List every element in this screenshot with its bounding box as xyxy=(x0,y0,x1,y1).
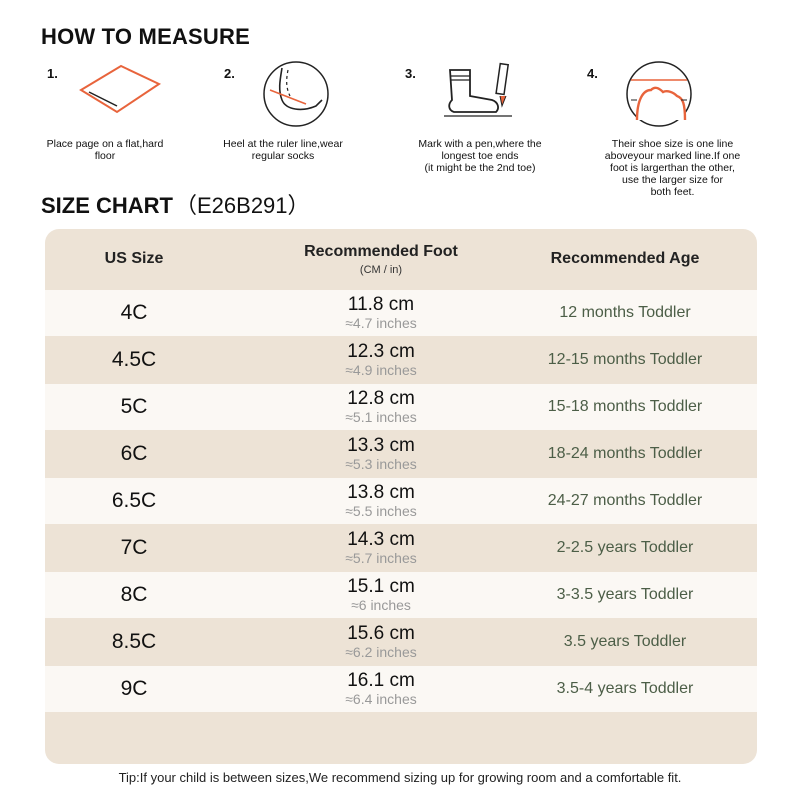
table-row: 4C 11.8 cm ≈4.7 inches 12 months Toddler xyxy=(45,290,757,336)
table-row: 4.5C 12.3 cm ≈4.9 inches 12-15 months Toddl… xyxy=(45,337,757,383)
foot-length-inches: ≈4.9 inches xyxy=(345,362,417,378)
recommended-age-cell: 3-3.5 years Toddler xyxy=(556,586,694,603)
header-foot-unit: (CM / in) xyxy=(359,263,403,276)
us-size-cell: 8C xyxy=(120,583,148,606)
recommended-age-cell: 18-24 months Toddler xyxy=(547,445,703,462)
toe-line-icon xyxy=(626,61,692,127)
heel-on-ruler-icon xyxy=(263,61,329,127)
foot-length-inches: ≈6 inches xyxy=(351,597,411,613)
recommended-age-cell: 12 months Toddler xyxy=(559,304,691,321)
recommended-age-cell: 24-27 months Toddler xyxy=(547,492,703,509)
table-row: 8.5C 15.6 cm ≈6.2 inches 3.5 years Toddler xyxy=(45,619,757,665)
size-chart-title: SIZE CHART（E26B291） xyxy=(41,188,310,220)
foot-length-cm: 16.1 cm xyxy=(347,670,415,691)
us-size-cell: 8.5C xyxy=(111,630,157,653)
header-recommended-age: Recommended Age xyxy=(550,250,700,267)
recommended-age-cell: 12-15 months Toddler xyxy=(547,351,703,368)
foot-length-cell: 12.3 cm ≈4.9 inches xyxy=(283,337,479,383)
recommended-age-cell: 3.5-4 years Toddler xyxy=(556,680,694,697)
step-number: 1. xyxy=(47,66,58,81)
table-row: 5C 12.8 cm ≈5.1 inches 15-18 months Toddler xyxy=(45,384,757,430)
foot-length-cm: 13.8 cm xyxy=(347,482,415,503)
table-row: 7C 14.3 cm ≈5.7 inches 2-2.5 years Toddler xyxy=(45,525,757,571)
step-number: 4. xyxy=(587,66,598,81)
foot-length-inches: ≈5.1 inches xyxy=(345,409,417,425)
table-header: US Size Recommended Foot (CM / in) Recom… xyxy=(45,229,757,289)
foot-length-cm: 14.3 cm xyxy=(347,529,415,550)
us-size-cell: 9C xyxy=(120,677,148,700)
size-chart-code: （E26B291） xyxy=(175,193,310,218)
table-row: 6.5C 13.8 cm ≈5.5 inches 24-27 months Toddl… xyxy=(45,478,757,524)
recommended-age-cell: 3.5 years Toddler xyxy=(563,633,687,650)
header-foot-label: Recommended Foot xyxy=(304,242,458,260)
foot-length-cell: 16.1 cm ≈6.4 inches xyxy=(283,666,479,712)
foot-length-cm: 13.3 cm xyxy=(347,435,415,456)
foot-length-inches: ≈6.4 inches xyxy=(345,691,417,707)
sizing-tip: Tip:If your child is between sizes,We re… xyxy=(118,770,682,785)
foot-length-inches: ≈6.2 inches xyxy=(345,644,417,660)
foot-length-cm: 15.1 cm xyxy=(347,576,415,597)
measure-steps: 1. Place page on a flat,hard floor 2. He… xyxy=(0,60,800,200)
us-size-cell: 6.5C xyxy=(111,489,157,512)
foot-length-cm: 12.3 cm xyxy=(347,341,415,362)
foot-length-cell: 15.1 cm ≈6 inches xyxy=(283,572,479,618)
step-caption: Place page on a flat,hard floor xyxy=(46,138,164,162)
size-chart-table: US Size Recommended Foot (CM / in) Recom… xyxy=(45,229,757,764)
table-row: 8C 15.1 cm ≈6 inches 3-3.5 years Toddler xyxy=(45,572,757,618)
step-number: 2. xyxy=(224,66,235,81)
us-size-cell: 4C xyxy=(120,301,148,324)
foot-length-cell: 14.3 cm ≈5.7 inches xyxy=(283,525,479,571)
table-row: 6C 13.3 cm ≈5.3 inches 18-24 months Toddler xyxy=(45,431,757,477)
step-caption: Mark with a pen,where the longest toe en… xyxy=(418,138,542,174)
foot-length-inches: ≈5.7 inches xyxy=(345,550,417,566)
size-chart-heading: SIZE CHART xyxy=(41,193,173,218)
header-us-size: US Size xyxy=(104,250,164,267)
step-caption: Their shoe size is one line aboveyour ma… xyxy=(604,138,741,198)
foot-length-inches: ≈4.7 inches xyxy=(345,315,417,331)
foot-length-inches: ≈5.3 inches xyxy=(345,456,417,472)
recommended-age-cell: 2-2.5 years Toddler xyxy=(556,539,694,556)
foot-length-cell: 12.8 cm ≈5.1 inches xyxy=(283,384,479,430)
foot-length-cell: 15.6 cm ≈6.2 inches xyxy=(283,619,479,665)
us-size-cell: 5C xyxy=(120,395,148,418)
foot-length-inches: ≈5.5 inches xyxy=(345,503,417,519)
how-to-measure-title: HOW TO MEASURE xyxy=(41,24,250,49)
foot-length-cell: 11.8 cm ≈4.7 inches xyxy=(283,290,479,336)
us-size-cell: 7C xyxy=(120,536,148,559)
foot-length-cm: 11.8 cm xyxy=(347,294,415,315)
step-number: 3. xyxy=(405,66,416,81)
table-row: 9C 16.1 cm ≈6.4 inches 3.5-4 years Toddler xyxy=(45,666,757,712)
us-size-cell: 6C xyxy=(120,442,148,465)
foot-length-cm: 15.6 cm xyxy=(347,623,415,644)
sock-and-pen-icon xyxy=(444,62,512,117)
us-size-cell: 4.5C xyxy=(111,348,157,371)
paper-on-floor-icon xyxy=(79,64,162,114)
header-recommended-foot: Recommended Foot (CM / in) xyxy=(283,229,479,289)
step-caption: Heel at the ruler line,wear regular sock… xyxy=(223,138,343,162)
foot-length-cell: 13.3 cm ≈5.3 inches xyxy=(283,431,479,477)
foot-length-cell: 13.8 cm ≈5.5 inches xyxy=(283,478,479,524)
recommended-age-cell: 15-18 months Toddler xyxy=(547,398,703,415)
foot-length-cm: 12.8 cm xyxy=(347,388,415,409)
